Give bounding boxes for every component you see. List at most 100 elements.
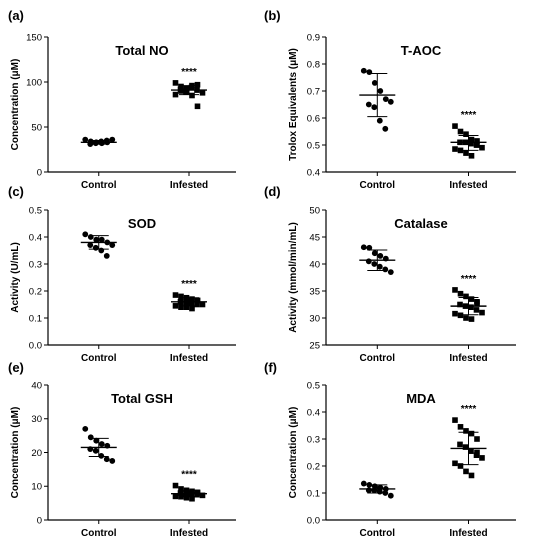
data-point-circle [98, 247, 105, 254]
data-point-square [468, 304, 474, 310]
data-point-circle [387, 269, 394, 275]
panel-letter: (b) [264, 8, 281, 23]
panel-f: (f) MDA 0.0 0.1 0.2 0.3 0.4 0.5 Concentration (μ… [264, 360, 516, 539]
x-tick-label-control: Control [360, 353, 396, 364]
significance-label: **** [181, 67, 197, 78]
x-tick-label-infested: Infested [449, 353, 487, 364]
data-point-circle [366, 482, 373, 488]
data-point-square [463, 131, 469, 137]
y-tick-label: 40 [309, 259, 320, 270]
data-point-circle [87, 446, 94, 453]
data-point-square [183, 299, 189, 305]
data-point-square [463, 468, 469, 475]
data-point-square [468, 136, 475, 143]
data-point-square [474, 138, 480, 144]
chart-title: Total NO [115, 43, 168, 58]
data-point-circle [82, 136, 89, 143]
y-tick-label: 0.1 [307, 488, 320, 499]
y-tick-label: 10 [31, 482, 42, 493]
data-point-square [188, 491, 195, 498]
data-point-square [457, 147, 464, 154]
data-point-square [457, 463, 464, 469]
data-point-circle [109, 136, 116, 143]
panel-letter: (d) [264, 184, 281, 199]
data-point-square [473, 307, 480, 313]
series-infested [450, 417, 487, 479]
data-point-circle [371, 261, 378, 267]
data-point-square [468, 140, 474, 147]
data-point-square [457, 128, 464, 135]
data-point-circle [365, 258, 372, 265]
data-point-square [194, 81, 201, 88]
panel-e: (e) Total GSH 0 10 20 30 40 Concentration (μM) C… [8, 360, 236, 539]
data-point-square [457, 290, 464, 297]
panel-letter: (a) [8, 8, 24, 23]
series-control [80, 136, 117, 148]
data-point-circle [382, 125, 389, 132]
data-point-square [468, 153, 475, 159]
series-infested [171, 292, 207, 312]
y-tick-label: 100 [26, 77, 42, 88]
data-point-square [172, 493, 179, 500]
data-point-square [172, 80, 179, 86]
data-point-circle [377, 88, 384, 94]
data-point-square [468, 316, 475, 322]
data-point-square [189, 495, 195, 502]
data-point-square [457, 441, 463, 448]
data-point-square [452, 460, 458, 467]
data-point-square [177, 490, 184, 496]
data-point-circle [92, 140, 99, 147]
data-point-square [194, 297, 201, 304]
data-point-circle [376, 488, 383, 495]
chart-title: MDA [406, 391, 436, 406]
y-tick-label: 0.4 [307, 407, 320, 418]
data-point-square [172, 482, 179, 489]
x-tick-label-infested: Infested [449, 180, 487, 191]
data-point-square [457, 424, 464, 430]
data-point-square [183, 294, 190, 301]
data-point-square [172, 292, 179, 298]
data-point-square [178, 493, 184, 500]
data-point-square [183, 487, 190, 494]
series-control [359, 67, 396, 132]
data-point-square [457, 312, 464, 319]
significance-label: **** [461, 274, 477, 285]
series-infested [171, 80, 207, 110]
data-point-circle [87, 242, 94, 249]
data-point-square [452, 287, 458, 293]
y-tick-label: 40 [31, 380, 42, 391]
data-point-circle [93, 236, 100, 243]
data-point-circle [87, 434, 94, 441]
series-control [359, 244, 396, 275]
data-point-square [474, 300, 480, 306]
data-point-square [457, 301, 463, 308]
panel-b: (b) T-AOC 0.4 0.5 0.6 0.7 0.8 0.9 Trolox Equival… [264, 8, 516, 191]
data-point-square [474, 449, 480, 456]
significance-label: **** [461, 404, 477, 415]
x-tick-label-control: Control [360, 528, 396, 539]
data-point-square [468, 448, 474, 454]
data-point-circle [104, 239, 111, 246]
data-point-circle [377, 253, 384, 259]
data-point-circle [109, 242, 116, 249]
data-point-square [183, 490, 189, 497]
series-control [80, 231, 117, 259]
y-tick-label: 0 [37, 167, 42, 178]
data-point-circle [103, 137, 110, 144]
series-control [80, 425, 117, 464]
data-point-circle [92, 447, 99, 454]
data-point-circle [92, 244, 99, 251]
y-tick-label: 150 [26, 32, 42, 43]
data-point-square [178, 486, 184, 492]
y-tick-label: 50 [31, 122, 42, 133]
data-point-square [177, 299, 184, 305]
series-control [359, 480, 396, 499]
significance-label: **** [181, 470, 197, 481]
data-point-circle [104, 442, 111, 449]
data-point-square [452, 417, 458, 423]
data-point-square [178, 88, 184, 94]
panel-a: (a) Total NO 0 50 100 150 Concentration (μM) Co… [8, 8, 236, 191]
data-point-square [189, 488, 195, 495]
y-tick-label: 0.5 [307, 380, 320, 391]
